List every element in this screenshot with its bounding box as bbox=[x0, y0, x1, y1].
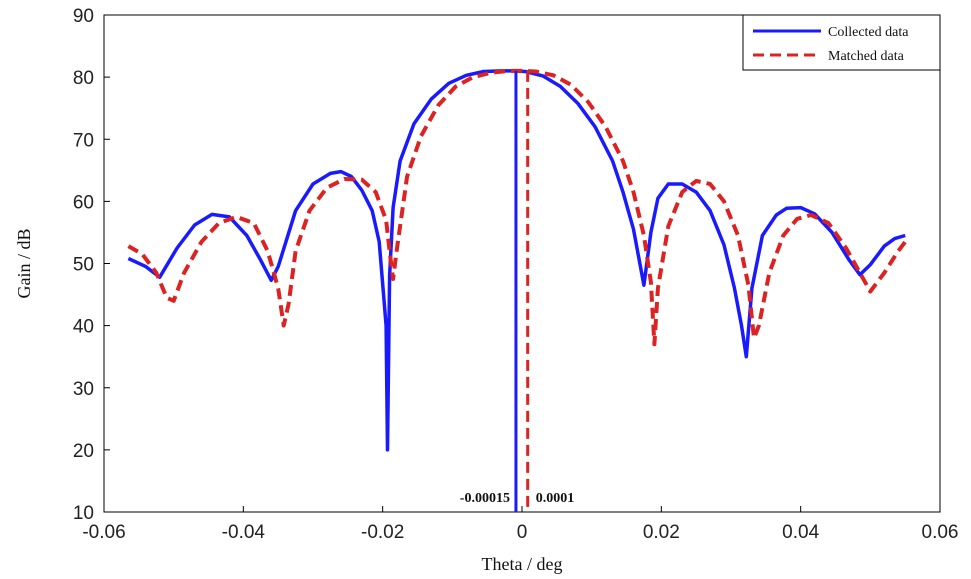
series-matched-line bbox=[127, 68, 907, 347]
y-tick-label: 80 bbox=[73, 68, 94, 89]
y-tick-label: 30 bbox=[73, 379, 94, 400]
x-tick-label: -0.02 bbox=[361, 522, 404, 543]
matched-peak-label: 0.0001 bbox=[536, 491, 575, 506]
y-tick-label: 20 bbox=[73, 441, 94, 462]
x-axis-label: Theta / deg bbox=[482, 554, 563, 574]
legend-box bbox=[742, 14, 941, 71]
y-axis-ticks: 10 20 30 40 50 60 70 80 90 bbox=[73, 6, 110, 524]
y-tick-label: 70 bbox=[73, 130, 94, 151]
y-axis-label: Gain / dB bbox=[14, 229, 34, 299]
x-tick-label: -0.04 bbox=[222, 522, 266, 543]
x-tick-label: 0.02 bbox=[643, 522, 680, 543]
collected-peak-label: -0.00015 bbox=[460, 491, 510, 506]
legend: Collected data Matched data bbox=[742, 14, 941, 71]
x-tick-label: 0 bbox=[517, 522, 528, 543]
y-tick-label: 60 bbox=[73, 192, 94, 213]
plot-frame bbox=[103, 14, 941, 513]
x-tick-label: 0.04 bbox=[782, 522, 819, 543]
peak-markers: -0.00015 0.0001 bbox=[460, 70, 575, 512]
series-layer bbox=[127, 68, 907, 452]
x-axis-ticks: -0.06 -0.04 -0.02 0 0.02 0.04 0.06 bbox=[82, 506, 958, 543]
y-tick-label: 50 bbox=[73, 255, 94, 276]
y-tick-label: 90 bbox=[73, 6, 94, 27]
x-tick-label: 0.06 bbox=[922, 522, 959, 543]
legend-label-collected: Collected data bbox=[828, 25, 909, 40]
series-collected-line bbox=[127, 69, 906, 452]
y-tick-label: 10 bbox=[73, 503, 94, 524]
x-tick-label: -0.06 bbox=[82, 522, 125, 543]
legend-label-matched: Matched data bbox=[828, 49, 905, 64]
plot-area bbox=[103, 14, 941, 513]
y-tick-label: 40 bbox=[73, 317, 94, 338]
